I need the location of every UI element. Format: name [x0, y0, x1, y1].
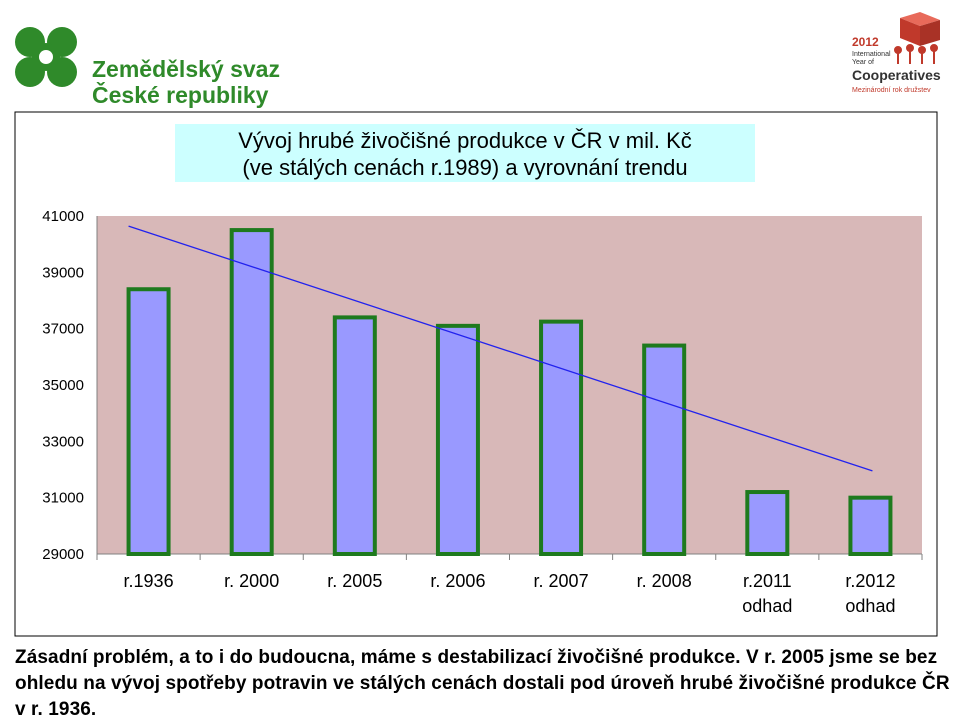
bar — [332, 315, 377, 556]
x-tick-label: odhad — [845, 596, 895, 616]
x-tick-label: r. 2008 — [637, 571, 692, 591]
trend-line — [128, 225, 873, 472]
chart-title: Vývoj hrubé živočišné produkce v ČR v mi… — [175, 124, 755, 182]
coop-title: Cooperatives — [852, 67, 941, 83]
y-tick-label: 33000 — [42, 433, 84, 450]
category-labels: r.1936 r. 2000 r. 2005 r. 2006 r. 2007 r. 200… — [124, 571, 896, 616]
bar — [229, 228, 274, 556]
coop-intl-line1: International — [852, 51, 891, 58]
x-tick-label: r. 2005 — [327, 571, 382, 591]
x-tick-label: r. 2007 — [534, 571, 589, 591]
plot-area — [97, 216, 922, 554]
note-text: Zásadní problém, a to i do budoucna, mám… — [15, 647, 950, 720]
org-name-line2: České republiky — [92, 82, 269, 108]
bar — [539, 319, 584, 556]
y-tick-label: 37000 — [42, 321, 84, 338]
y-tick-label: 29000 — [42, 546, 84, 563]
bar — [848, 495, 893, 556]
coop-year: 2012 — [852, 35, 879, 49]
chart-title-line1: Vývoj hrubé živočišné produkce v ČR v mi… — [238, 128, 692, 153]
chart-title-line2: (ve stálých cenách r.1989) a vyrovnání t… — [242, 155, 688, 180]
y-tick-label: 41000 — [42, 208, 84, 225]
x-tick-label: r.2012 — [845, 571, 895, 591]
cooperatives-logo: 2012 International Year of Cooperatives … — [852, 12, 941, 94]
org-name-line1: Zemědělský svaz — [92, 56, 280, 82]
x-tick-label: r. 2000 — [224, 571, 279, 591]
coop-subtitle: Mezinárodní rok družstev — [852, 87, 931, 94]
coop-intl-line2: Year of — [852, 59, 874, 66]
people-icon — [894, 44, 938, 64]
bars — [126, 228, 893, 557]
x-tick-label: r.1936 — [124, 571, 174, 591]
bar — [126, 287, 171, 556]
cube-icon — [900, 12, 940, 46]
y-tick-label: 39000 — [42, 264, 84, 281]
x-tick-label: odhad — [742, 596, 792, 616]
zs-logo — [15, 27, 77, 87]
y-tick-labels: 41000 39000 37000 35000 33000 31000 29000 — [42, 208, 84, 563]
y-tick-label: 31000 — [42, 490, 84, 507]
bar — [745, 490, 790, 556]
bar — [642, 343, 687, 557]
bar — [435, 323, 480, 556]
org-name: Zemědělský svaz České republiky — [92, 56, 280, 108]
y-tick-label: 35000 — [42, 377, 84, 394]
x-tick-marks — [96, 554, 923, 560]
x-tick-label: r.2011 — [743, 571, 792, 591]
x-tick-label: r. 2006 — [430, 571, 485, 591]
clover-icon — [15, 27, 77, 87]
